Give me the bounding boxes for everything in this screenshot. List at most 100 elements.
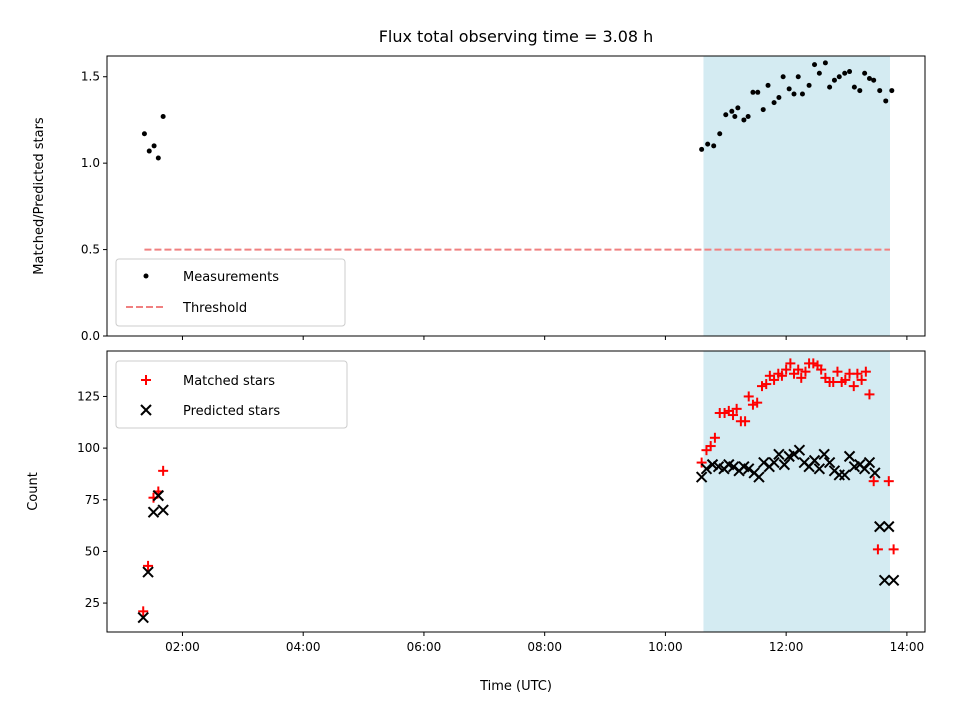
bottom-legend-box <box>115 360 348 429</box>
measurement-point <box>827 84 833 90</box>
bottom-legend: Matched stars Predicted stars <box>115 360 348 429</box>
measurement-point <box>755 89 761 95</box>
matched-star-point <box>761 379 772 390</box>
top-x-ticks <box>181 336 908 340</box>
bottom-axes-frame <box>106 350 926 633</box>
measurement-point <box>741 117 747 123</box>
measurement-point <box>857 88 863 94</box>
measurement-point <box>745 113 751 119</box>
legend-plus-marker <box>141 375 151 385</box>
measurement-point <box>771 100 777 106</box>
measurement-point <box>705 141 711 147</box>
y-tick-label: 0.0 <box>81 329 100 343</box>
matched-star-point <box>731 403 742 414</box>
x-tick-label: 08:00 <box>527 640 562 654</box>
measurement-point <box>847 69 853 75</box>
measurement-point <box>791 91 797 97</box>
matched-star-point <box>781 364 792 375</box>
predicted-star-point <box>768 456 780 469</box>
top-shaded-span <box>703 56 890 336</box>
measurement-point <box>816 70 822 76</box>
predicted-star-point <box>813 463 826 475</box>
measurement-point <box>786 86 792 92</box>
x-axis-label: Time (UTC) <box>479 679 552 694</box>
matched-star-point <box>832 366 843 377</box>
predicted-star-point <box>793 444 806 456</box>
matched-star-point <box>743 391 754 402</box>
y-tick-label: 0.5 <box>81 243 100 257</box>
matched-star-point <box>138 606 149 617</box>
matched-star-point <box>840 374 851 385</box>
matched-star-point <box>158 465 169 476</box>
bottom-x-ticks: 02:00 04:00 06:00 08:00 10:00 12:00 14:00 <box>165 632 924 654</box>
measurement-point <box>871 77 877 83</box>
bottom-shaded-span <box>703 351 890 632</box>
matched-star-point <box>696 457 707 468</box>
matched-star-point <box>888 544 899 555</box>
predicted-star-point <box>887 574 900 587</box>
measurement-point <box>799 91 805 97</box>
bottom-axes: 25 50 75 100 125 02:00 04:00 06:00 08:00 10:00 12… <box>26 350 926 694</box>
matched-star-point <box>868 476 879 487</box>
measurement-point <box>812 62 818 68</box>
measurement-point <box>780 74 786 80</box>
matched-star-point <box>848 381 859 392</box>
matched-star-point <box>800 366 811 377</box>
measurement-point <box>760 107 766 113</box>
y-tick-label: 50 <box>85 544 100 558</box>
measurement-point <box>717 131 723 137</box>
top-axes-frame <box>106 55 926 337</box>
measurement-point <box>765 82 771 88</box>
legend-label-predicted-stars: Predicted stars <box>183 404 280 419</box>
predicted-star-point <box>157 504 169 516</box>
predicted-star-point <box>695 471 708 483</box>
predicted-star-point <box>152 489 165 502</box>
measurement-point <box>711 143 717 149</box>
predicted-star-point <box>874 520 886 533</box>
matched-star-point <box>728 410 739 421</box>
top-y-axis-label: Matched/Predicted stars <box>32 117 47 275</box>
predicted-star-point <box>753 471 765 483</box>
x-tick-label: 06:00 <box>407 640 442 654</box>
y-tick-label: 125 <box>77 389 100 403</box>
predicted-star-point <box>137 611 149 624</box>
bottom-y-ticks: 25 50 75 100 125 <box>77 389 107 610</box>
legend-label-measurements: Measurements <box>183 270 279 285</box>
predicted-star-point <box>839 469 851 481</box>
measurement-point <box>776 94 782 100</box>
measurement-point <box>822 60 828 66</box>
measurement-point <box>151 143 157 149</box>
top-legend-box <box>115 258 346 327</box>
matched-star-point <box>143 560 154 571</box>
predicted-star-point <box>778 458 791 471</box>
legend-label-threshold: Threshold <box>182 301 247 316</box>
matched-star-point <box>883 476 894 487</box>
matched-star-point <box>793 364 804 375</box>
measurement-point <box>877 88 883 94</box>
legend-marker-measurements <box>143 273 149 279</box>
matched-star-point <box>785 358 796 369</box>
y-tick-label: 1.0 <box>81 156 100 170</box>
bottom-series-layer <box>137 358 900 624</box>
y-tick-label: 75 <box>85 493 100 507</box>
measurement-point <box>866 75 872 81</box>
matched-star-point <box>856 374 867 385</box>
predicted-star-point <box>147 506 160 518</box>
measurement-point <box>723 112 729 118</box>
legend-label-matched-stars: Matched stars <box>183 374 275 389</box>
measurement-point <box>883 98 889 104</box>
matched-star-point <box>776 370 787 381</box>
matched-star-point <box>864 389 875 400</box>
measurement-point <box>146 148 152 154</box>
matched-star-point <box>828 376 839 387</box>
matched-star-point <box>816 364 827 375</box>
predicted-star-point <box>773 448 785 461</box>
x-tick-label: 02:00 <box>165 640 200 654</box>
measurement-point <box>836 74 842 80</box>
measurement-point <box>806 82 812 88</box>
predicted-star-point <box>700 463 713 475</box>
x-tick-label: 12:00 <box>769 640 804 654</box>
x-tick-label: 04:00 <box>286 640 321 654</box>
y-tick-label: 25 <box>85 596 100 610</box>
